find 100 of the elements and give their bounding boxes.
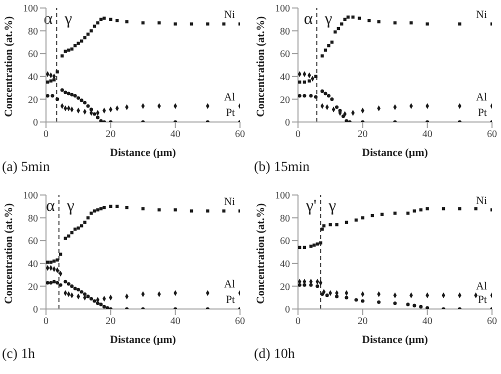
series-label: Al	[224, 278, 235, 290]
annotation: γ	[64, 9, 73, 28]
series-label: Ni	[224, 9, 235, 22]
point	[319, 241, 322, 244]
series-label: Ni	[476, 9, 487, 22]
point	[334, 30, 337, 34]
x-tick-label: 40	[422, 129, 432, 140]
point	[368, 18, 371, 22]
point	[320, 54, 324, 58]
point	[326, 94, 330, 98]
x-tick-label: 40	[422, 316, 432, 328]
y-tick-label: 0	[285, 304, 290, 316]
y-tick-label: 100	[23, 190, 38, 202]
x-axis-title: Distance (µm)	[362, 147, 428, 159]
point	[346, 16, 350, 19]
y-tick-label: 100	[275, 190, 290, 202]
point	[46, 94, 50, 98]
point	[92, 209, 96, 213]
point	[412, 209, 416, 213]
series-label: Pt	[226, 294, 235, 306]
point	[56, 281, 60, 285]
x-tick-label: 60	[487, 316, 497, 328]
point	[106, 306, 110, 309]
point	[338, 108, 342, 112]
point	[320, 228, 324, 231]
x-tick-label: 60	[487, 129, 497, 140]
point	[74, 228, 77, 231]
point	[354, 218, 358, 222]
series-label: Ni	[224, 196, 235, 208]
x-tick-label: 40	[170, 316, 180, 328]
point	[335, 223, 338, 226]
point	[361, 216, 364, 220]
point	[190, 209, 194, 213]
point	[67, 234, 70, 238]
point	[426, 306, 430, 309]
series-label: Al	[476, 91, 487, 104]
y-tick-label: 20	[280, 94, 290, 106]
point	[309, 283, 313, 287]
point	[324, 92, 328, 96]
annotation: α	[304, 9, 313, 28]
point	[458, 22, 462, 26]
x-axis-title: Distance (µm)	[110, 334, 176, 346]
x-axis-title: Distance (µm)	[110, 147, 176, 159]
annotation: α	[46, 196, 56, 215]
x-axis-title: Distance (µm)	[362, 334, 428, 346]
annotation: γ	[324, 9, 333, 28]
point	[80, 98, 84, 102]
point	[109, 18, 112, 21]
point	[426, 22, 429, 26]
y-tick-label: 60	[28, 49, 38, 60]
point	[360, 299, 364, 303]
point	[80, 224, 84, 228]
point	[312, 244, 316, 247]
point	[298, 283, 302, 287]
point	[49, 79, 52, 83]
x-tick-label: 20	[358, 316, 368, 328]
point	[90, 212, 93, 215]
point	[344, 119, 348, 122]
point	[64, 236, 67, 240]
y-tick-label: 100	[23, 4, 38, 15]
y-tick-label: 80	[28, 213, 38, 224]
y-axis-title: Concentration (at.%)	[2, 16, 15, 117]
y-axis-title: Concentration (at.%)	[254, 16, 267, 117]
point	[302, 94, 306, 98]
point	[174, 208, 177, 212]
y-axis-title: Concentration (at.%)	[254, 202, 267, 304]
point	[102, 206, 106, 210]
point	[80, 290, 84, 294]
y-tick-label: 60	[280, 236, 290, 248]
point	[330, 97, 334, 101]
point	[58, 283, 62, 287]
point	[96, 302, 100, 306]
y-tick-label: 0	[285, 118, 290, 129]
point	[86, 216, 90, 220]
point	[96, 21, 100, 24]
x-tick-label: 20	[106, 129, 116, 140]
point	[74, 44, 77, 48]
point	[419, 304, 423, 308]
point	[158, 21, 161, 24]
point	[314, 95, 318, 99]
point	[298, 80, 302, 84]
point	[141, 21, 145, 24]
point	[328, 223, 332, 226]
x-tick-label: 40	[170, 129, 180, 140]
point	[309, 244, 313, 248]
point	[377, 300, 381, 304]
x-tick-label: 60	[235, 129, 245, 140]
point	[56, 70, 59, 74]
x-tick-label: 0	[296, 316, 300, 328]
point	[125, 206, 128, 210]
point	[302, 80, 306, 84]
point	[73, 286, 77, 290]
point	[83, 36, 86, 40]
point	[46, 80, 50, 84]
point	[393, 302, 397, 306]
point	[92, 112, 96, 116]
point	[308, 79, 311, 83]
point	[322, 224, 326, 228]
point	[341, 114, 346, 118]
point	[96, 116, 100, 120]
